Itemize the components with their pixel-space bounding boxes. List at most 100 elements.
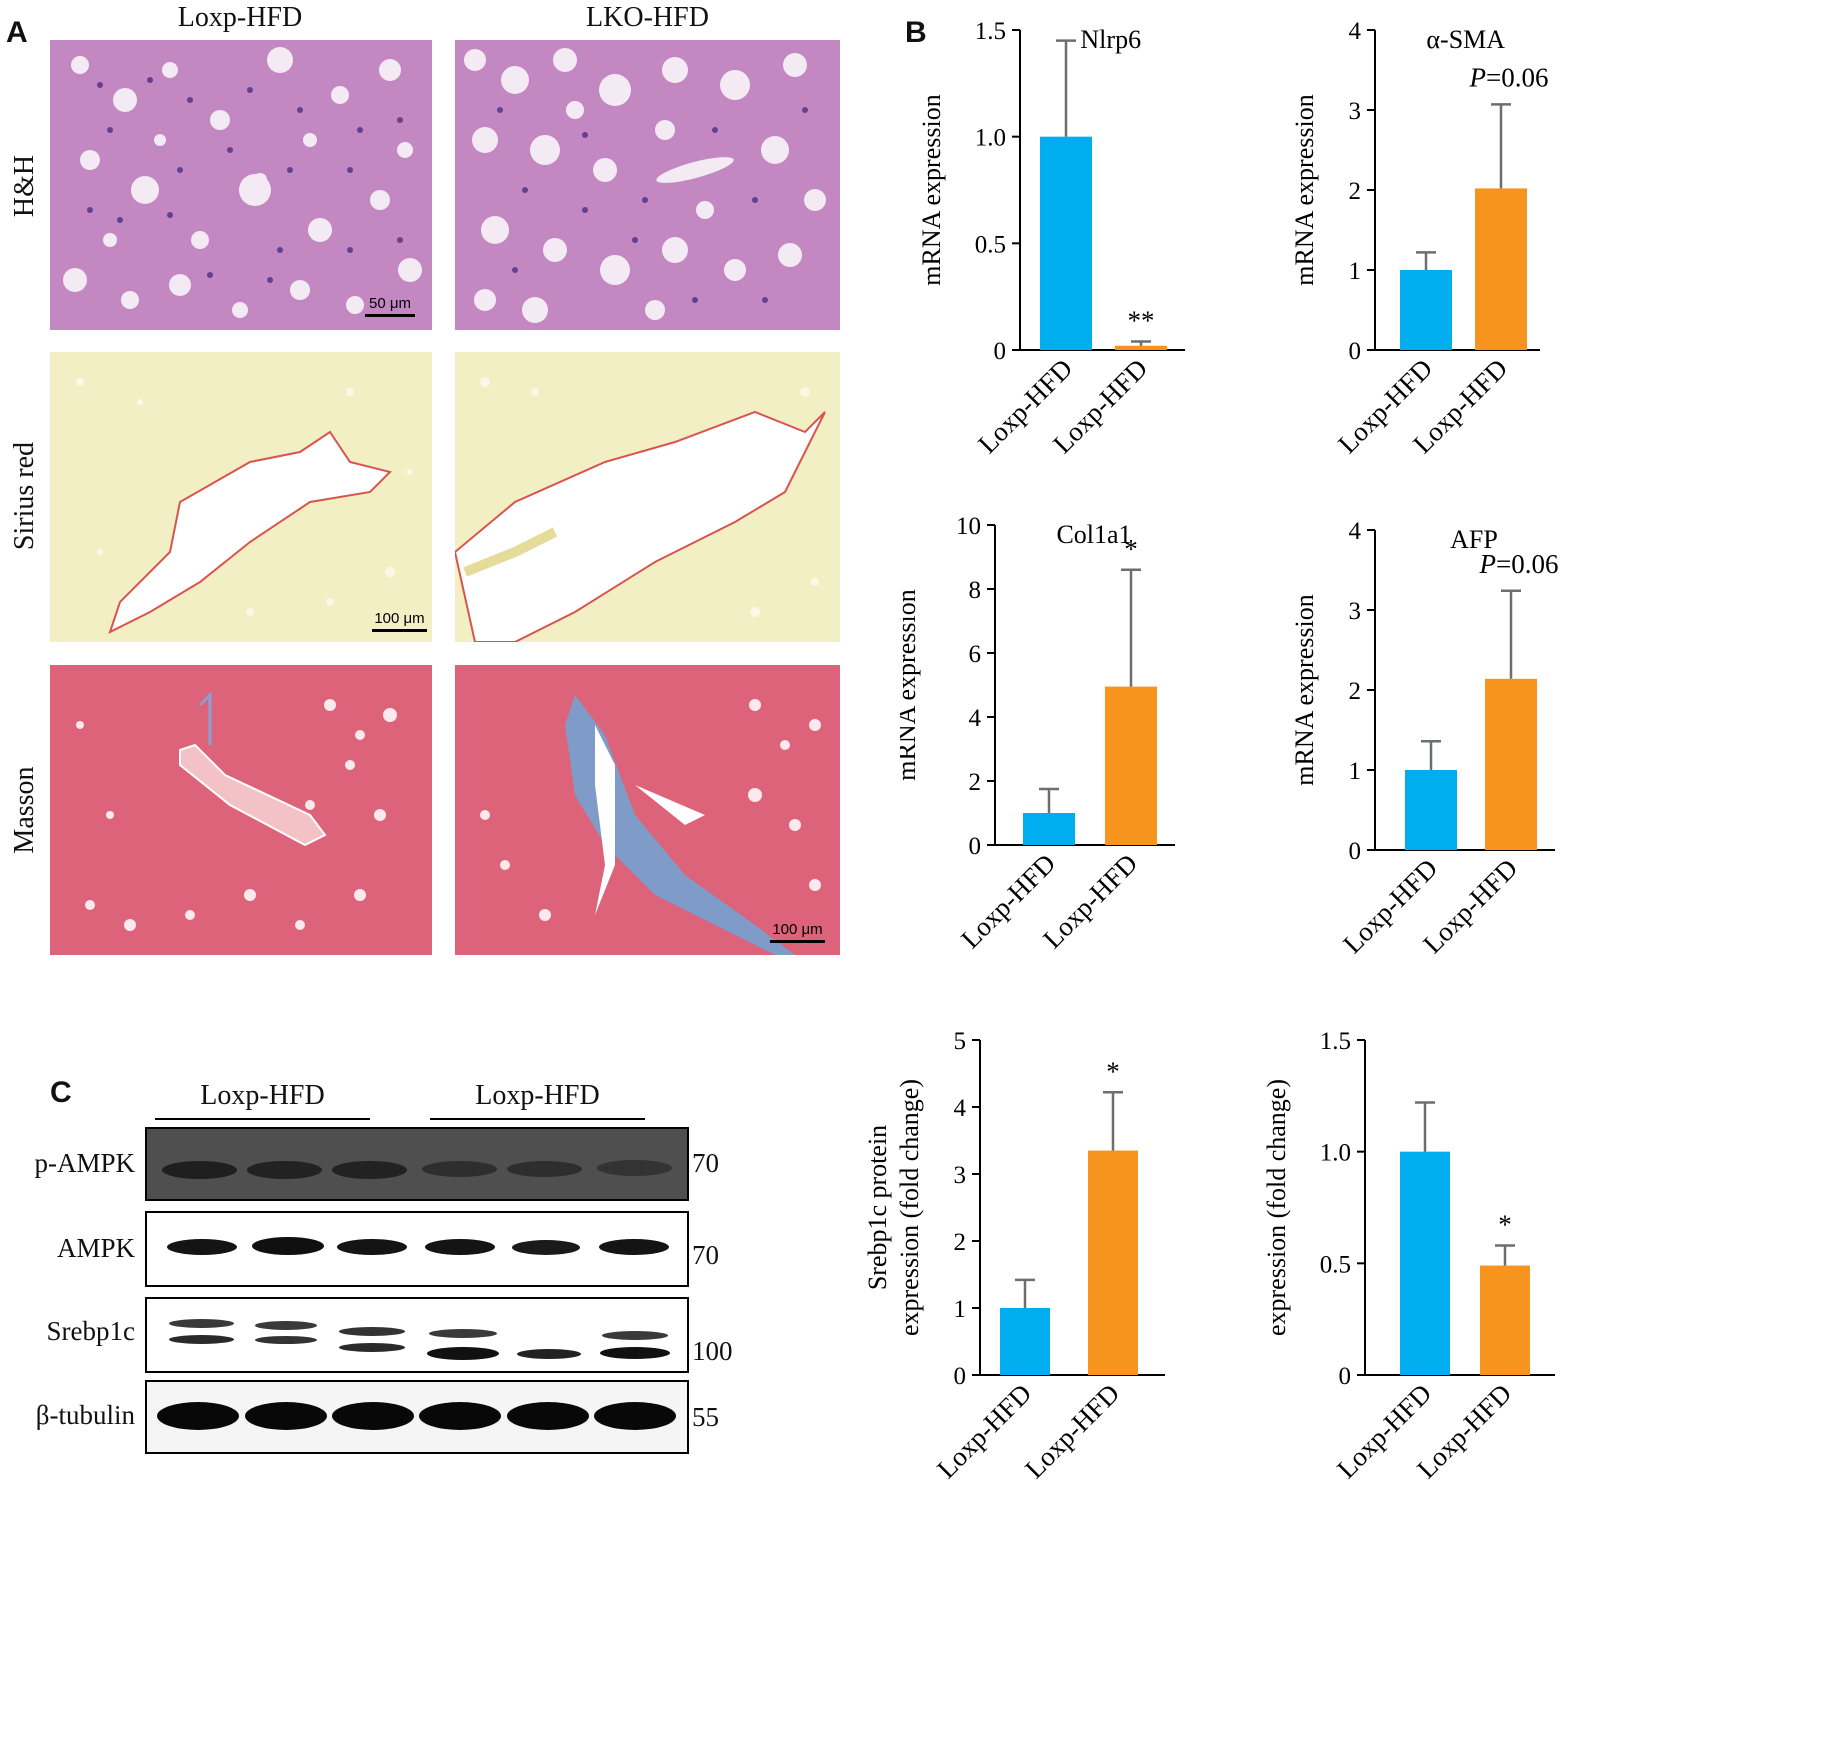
- bar: [1480, 1265, 1530, 1375]
- wb-label-pampk: p-AMPK: [34, 1148, 135, 1178]
- bar: [1105, 686, 1157, 845]
- y-tick-label: 1: [1349, 758, 1362, 785]
- significance-label: *: [1106, 1056, 1120, 1086]
- wb-blot-btubulin: [145, 1380, 689, 1454]
- chart-title: AFP: [1450, 525, 1498, 554]
- histology-row-he: H&H: [9, 154, 40, 218]
- wb-mw-srebp1c: 100: [692, 1336, 733, 1366]
- y-tick-label: 8: [969, 577, 982, 604]
- bar: [1485, 678, 1537, 850]
- panel-a-label: A: [6, 16, 28, 49]
- y-tick-label: 0: [969, 833, 982, 860]
- he-image-lko: [455, 40, 840, 330]
- he-image-loxp: 50 μm: [50, 40, 432, 330]
- y-tick-label: 0.5: [975, 231, 1006, 258]
- masson-scalebar: 100 μm: [770, 921, 825, 943]
- y-tick-label: 4: [969, 705, 982, 732]
- y-tick-label: 1.5: [1320, 1028, 1351, 1055]
- y-axis-label: mRNA expression: [900, 589, 921, 780]
- y-tick-label: 4: [954, 1095, 967, 1122]
- wb-blot-pampk: [145, 1127, 689, 1201]
- wb-label-btubulin: β-tubulin: [35, 1400, 135, 1430]
- wb-group-label-2: Loxp-HFD: [475, 1080, 600, 1111]
- significance-label: **: [1128, 305, 1155, 335]
- y-tick-label: 2: [1349, 178, 1362, 205]
- wb-label-srebp1c: Srebp1c: [46, 1316, 135, 1346]
- significance-label: *: [1498, 1209, 1512, 1239]
- y-axis-label: mRNA expression: [1290, 94, 1319, 285]
- y-tick-label: 4: [1349, 18, 1362, 45]
- x-tick-label: Loxp-HFD: [1019, 1378, 1125, 1484]
- bar: [1040, 136, 1092, 350]
- histology-column-lko: LKO-HFD: [586, 2, 709, 33]
- y-axis-label: expression (fold change): [895, 1079, 924, 1336]
- wb-label-ampk: AMPK: [56, 1233, 135, 1263]
- wb-blot-srebp1c: [145, 1297, 689, 1373]
- wb-group-line-1: [155, 1118, 370, 1120]
- y-tick-label: 4: [1349, 518, 1362, 545]
- wb-mw-ampk: 70: [692, 1240, 719, 1270]
- chart-title: α-SMA: [1426, 25, 1505, 54]
- chart-title: Col1a1: [1056, 520, 1131, 549]
- masson-scalebar-label: 100 μm: [772, 921, 823, 938]
- sirius-image-lko: [455, 352, 840, 642]
- masson-image-loxp: [50, 665, 432, 955]
- y-tick-label: 2: [1349, 678, 1362, 705]
- y-axis-label: Srebp1c protein: [863, 1125, 892, 1290]
- y-tick-label: 0: [1339, 1363, 1352, 1390]
- significance-label: P=0.06: [1479, 549, 1559, 579]
- wb-group-line-2: [430, 1118, 645, 1120]
- bar: [1115, 345, 1167, 350]
- y-axis-label: mRNA expression: [917, 94, 946, 285]
- y-tick-label: 1: [954, 1296, 967, 1323]
- y-tick-label: 1.0: [1320, 1140, 1351, 1167]
- wb-mw-btubulin: 55: [692, 1402, 719, 1432]
- y-tick-label: 3: [1349, 98, 1362, 125]
- y-tick-label: 5: [954, 1028, 967, 1055]
- y-tick-label: 0.5: [1320, 1251, 1351, 1278]
- y-tick-label: 3: [954, 1162, 967, 1189]
- sirius-scalebar-label: 100 μm: [374, 610, 425, 627]
- y-tick-label: 6: [969, 641, 982, 668]
- y-axis-label: mRNA expression: [1290, 594, 1319, 785]
- y-tick-label: 0: [1349, 338, 1362, 365]
- he-scalebar: 50 μm: [365, 295, 415, 317]
- y-tick-label: 2: [954, 1229, 967, 1256]
- sirius-image-loxp: 100 μm: [50, 352, 432, 642]
- sirius-scalebar: 100 μm: [372, 610, 427, 632]
- wb-mw-pampk: 70: [692, 1148, 719, 1178]
- bar: [1088, 1150, 1138, 1375]
- bar: [1400, 1151, 1450, 1375]
- y-tick-label: 1.0: [975, 125, 1006, 152]
- histology-row-masson: Masson: [9, 766, 40, 854]
- significance-label: *: [1124, 534, 1138, 564]
- significance-label: P=0.06: [1469, 62, 1549, 92]
- wb-group-label-1: Loxp-HFD: [200, 1080, 325, 1111]
- x-tick-label: Loxp-HFD: [931, 1378, 1037, 1484]
- masson-image-lko: 100 μm: [455, 665, 840, 955]
- y-tick-label: 1.5: [975, 18, 1006, 45]
- y-tick-label: 1: [1349, 258, 1362, 285]
- y-axis-label: expression (fold change): [1262, 1079, 1291, 1336]
- y-tick-label: 3: [1349, 598, 1362, 625]
- y-tick-label: 0: [994, 338, 1007, 365]
- y-tick-label: 10: [956, 513, 981, 540]
- bar: [1400, 270, 1452, 350]
- y-tick-label: 0: [1349, 838, 1362, 865]
- histology-column-loxp: Loxp-HFD: [177, 2, 303, 33]
- wb-blot-ampk: [145, 1211, 689, 1287]
- y-tick-label: 2: [969, 769, 982, 796]
- bar: [1023, 813, 1075, 845]
- panel-c-label: C: [50, 1076, 72, 1109]
- y-tick-label: 0: [954, 1363, 967, 1390]
- bar: [1405, 770, 1457, 850]
- he-scalebar-label: 50 μm: [369, 295, 411, 312]
- histology-row-sirius: Sirius red: [9, 441, 40, 551]
- bar: [1000, 1308, 1050, 1375]
